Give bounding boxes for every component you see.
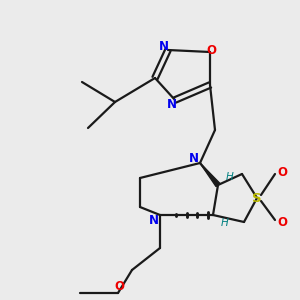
Text: N: N: [149, 214, 159, 226]
Text: N: N: [159, 40, 169, 53]
Text: H: H: [226, 172, 234, 182]
Text: O: O: [277, 215, 287, 229]
Text: O: O: [206, 44, 216, 58]
Text: S: S: [252, 191, 262, 205]
Text: N: N: [167, 98, 177, 112]
Polygon shape: [200, 163, 220, 187]
Text: O: O: [277, 166, 287, 178]
Text: H: H: [221, 218, 229, 228]
Text: O: O: [114, 280, 124, 293]
Text: N: N: [189, 152, 199, 164]
